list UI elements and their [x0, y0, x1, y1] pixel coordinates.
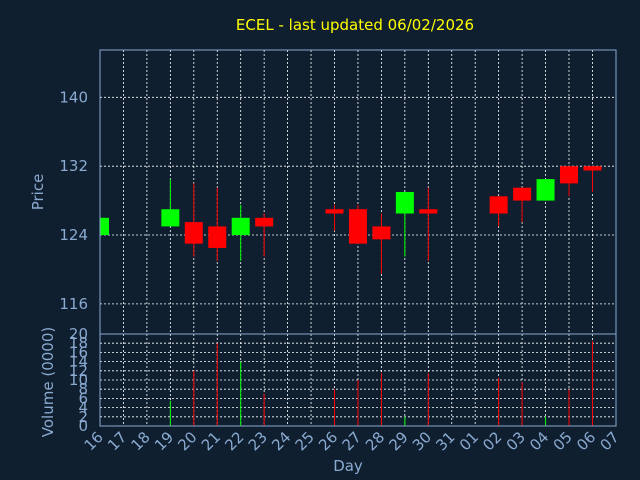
day-tick-label: 05 — [550, 428, 576, 454]
day-tick-label: 28 — [362, 428, 388, 454]
candle-body — [325, 209, 344, 214]
volume-axis-label: Volume (0000) — [39, 327, 57, 437]
volume-tick-label: 16 — [69, 343, 88, 361]
day-tick-label: 19 — [151, 428, 177, 454]
candle-bodies — [100, 166, 602, 248]
day-tick-label: 30 — [409, 428, 435, 454]
day-tick-label: 04 — [526, 428, 552, 454]
volume-tick-label: 20 — [69, 325, 88, 343]
day-tick-label: 02 — [479, 428, 505, 454]
volume-panel-frame — [99, 333, 617, 427]
day-tick-labels: 1617181920212223242526272829303101020304… — [81, 428, 623, 454]
day-tick-label: 21 — [198, 428, 224, 454]
candle-body — [583, 166, 602, 171]
x-axis-label: Day — [333, 457, 363, 475]
candle-body — [255, 217, 274, 227]
candle-body — [100, 217, 109, 236]
day-tick-label: 24 — [268, 428, 294, 454]
volume-tick-label: 18 — [69, 334, 88, 352]
day-tick-label: 27 — [339, 428, 365, 454]
day-tick-label: 06 — [573, 428, 599, 454]
volume-tick-label: 0 — [78, 417, 88, 435]
candle-body — [372, 226, 391, 240]
day-tick-label: 31 — [432, 428, 458, 454]
chart-title: ECEL - last updated 06/02/2026 — [236, 16, 474, 34]
price-tick-label: 116 — [59, 295, 88, 313]
day-tick-label: 25 — [292, 428, 318, 454]
day-tick-label: 17 — [104, 428, 130, 454]
candle-body — [419, 209, 438, 214]
candle-body — [395, 192, 414, 214]
day-tick-label: 26 — [315, 428, 341, 454]
price-tick-label: 140 — [59, 88, 88, 106]
volume-tick-label: 4 — [78, 399, 88, 417]
candle-body — [184, 222, 203, 244]
candle-body — [513, 187, 532, 201]
volume-bars — [169, 340, 593, 426]
price-axis-label: Price — [29, 174, 47, 211]
candle-body — [231, 217, 250, 236]
volume-tick-label: 14 — [69, 353, 88, 371]
day-tick-label: 03 — [503, 428, 529, 454]
day-tick-label: 01 — [456, 428, 482, 454]
candle-body — [489, 196, 508, 214]
candle-body — [161, 209, 180, 227]
candle-body — [348, 209, 367, 244]
volume-tick-label: 10 — [69, 371, 88, 389]
candle-body — [536, 179, 555, 201]
price-tick-labels: 116 124 132 140 — [59, 88, 88, 313]
day-tick-label: 29 — [385, 428, 411, 454]
volume-tick-label: 8 — [78, 380, 88, 398]
volume-tick-label: 6 — [78, 389, 88, 407]
volume-tick-label: 12 — [69, 362, 88, 380]
day-tick-label: 18 — [127, 428, 153, 454]
price-tick-label: 124 — [59, 226, 88, 244]
candle-body — [208, 226, 227, 248]
candle-body — [560, 166, 578, 184]
day-tick-label: 07 — [596, 428, 622, 454]
day-tick-label: 20 — [174, 428, 200, 454]
day-tick-label: 23 — [245, 428, 271, 454]
day-tick-label: 22 — [221, 428, 247, 454]
price-tick-label: 132 — [59, 157, 88, 175]
volume-tick-label: 2 — [78, 408, 88, 426]
